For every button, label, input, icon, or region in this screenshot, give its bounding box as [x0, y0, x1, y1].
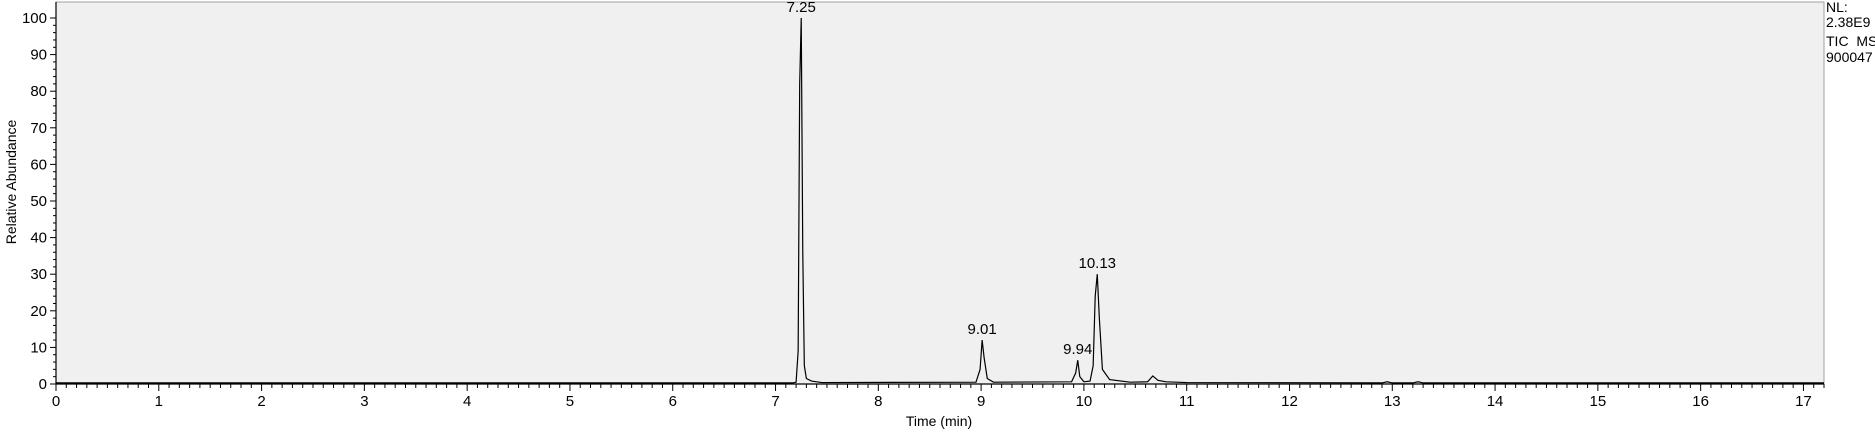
x-tick-label: 4 — [463, 393, 471, 410]
x-tick-label: 12 — [1281, 393, 1298, 410]
x-tick-label: 1 — [155, 393, 163, 410]
info-block: NL: 2.38E9 TIC MS 900047 — [1826, 0, 1875, 65]
x-tick-label: 5 — [566, 393, 574, 410]
peak-labels: 7.25 9.01 9.94 10.13 — [787, 0, 1116, 358]
x-tick-label: 6 — [669, 393, 677, 410]
x-tick-label: 9 — [977, 393, 985, 410]
x-tick-label: 11 — [1179, 393, 1195, 410]
info-line: 900047 — [1826, 49, 1873, 65]
peak-label: 9.94 — [1063, 341, 1092, 358]
y-tick-label: 90 — [30, 47, 47, 64]
y-tick-label: 70 — [30, 120, 47, 137]
y-tick-label: 20 — [30, 303, 47, 320]
y-tick-label: 10 — [30, 339, 47, 356]
y-tick-label: 40 — [30, 230, 47, 247]
x-tick-label: 3 — [360, 393, 368, 410]
x-tick-label: 2 — [257, 393, 265, 410]
plot-area — [55, 1, 1825, 385]
peak-label: 9.01 — [968, 321, 997, 338]
x-axis-title: Time (min) — [906, 413, 972, 429]
peak-label: 7.25 — [787, 0, 816, 16]
y-tick-label: 60 — [30, 156, 47, 173]
peak-label: 10.13 — [1078, 255, 1116, 272]
y-tick-label: 100 — [22, 10, 47, 27]
y-tick-label: 30 — [30, 266, 47, 283]
x-tick-label: 0 — [52, 393, 60, 410]
x-tick-label: 10 — [1076, 393, 1093, 410]
y-tick-label: 50 — [30, 193, 47, 210]
y-tick-label: 80 — [30, 83, 47, 100]
x-tick-label: 7 — [771, 393, 779, 410]
y-tick-label: 0 — [39, 376, 47, 393]
x-ticks: 0 1 2 3 4 5 6 7 8 9 10 11 12 13 14 15 16 17 — [52, 384, 1825, 410]
y-ticks: 0 10 20 30 40 50 60 70 80 90 100 — [22, 10, 56, 393]
info-line: 2.38E9 — [1826, 14, 1871, 30]
x-tick-label: 14 — [1487, 393, 1504, 410]
x-tick-label: 16 — [1692, 393, 1709, 410]
y-axis-title: Relative Abundance — [3, 120, 19, 245]
trace-layer — [56, 17, 1824, 384]
x-tick-label: 13 — [1384, 393, 1401, 410]
tic-trace — [56, 17, 1824, 384]
info-line: NL: — [1826, 0, 1848, 15]
x-tick-label: 17 — [1795, 393, 1812, 410]
x-tick-label: 15 — [1590, 393, 1607, 410]
x-tick-label: 8 — [874, 393, 882, 410]
info-line: TIC MS — [1826, 33, 1875, 49]
